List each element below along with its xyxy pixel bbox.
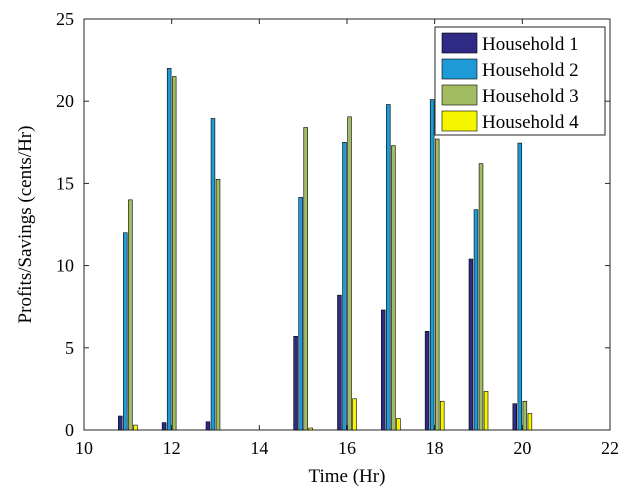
bar-household-4-t16	[352, 398, 357, 431]
x-tick-label: 10	[75, 438, 93, 458]
bar-household-4-t15	[308, 427, 313, 431]
y-tick-label: 0	[65, 420, 74, 440]
bar-household-2-t13	[210, 118, 216, 431]
bar-household-3-t19	[478, 163, 484, 431]
bar-household-2-t15	[298, 197, 303, 431]
y-tick-label: 5	[65, 338, 74, 358]
bar-household-3-t16	[347, 116, 352, 431]
legend-swatch-household-4	[441, 110, 478, 132]
bar-household-2-t19	[473, 209, 479, 431]
bar-household-3-t17	[391, 145, 396, 431]
bar-household-1-t11	[118, 415, 123, 431]
y-axis-label: Profits/Savings (cents/Hr)	[15, 126, 36, 324]
bar-household-1-t16	[337, 294, 342, 431]
y-tick-label: 15	[56, 173, 74, 193]
y-tick-label: 20	[56, 91, 74, 111]
x-axis-label: Time (Hr)	[309, 466, 386, 487]
bar-household-4-t17	[396, 418, 401, 431]
bar-household-1-t17	[381, 309, 386, 431]
y-tick-label: 10	[56, 256, 74, 276]
x-tick-label: 18	[426, 438, 444, 458]
x-tick-label: 16	[338, 438, 356, 458]
legend-label-household-4: Household 4	[482, 112, 579, 133]
bar-household-1-t12	[161, 422, 167, 431]
bar-household-3-t12	[171, 76, 177, 431]
legend-label-household-1: Household 1	[482, 34, 579, 55]
bar-household-3-t15	[303, 127, 308, 431]
bar-household-1-t20	[512, 403, 518, 431]
bar-household-3-t18	[434, 138, 440, 431]
bar-household-4-t20	[527, 413, 533, 431]
bar-household-2-t18	[429, 99, 435, 431]
x-tick-label: 12	[163, 438, 181, 458]
bar-household-1-t15	[293, 335, 298, 431]
bar-household-2-t17	[386, 104, 391, 431]
bar-household-2-t11	[123, 232, 128, 431]
legend: Household 1 Household 2 Household 3 Househo…	[434, 26, 606, 136]
bar-household-4-t19	[483, 391, 489, 431]
bar-household-2-t20	[517, 142, 523, 431]
bar-household-4-t18	[439, 400, 445, 431]
legend-label-household-3: Household 3	[482, 86, 579, 107]
bar-household-3-t13	[215, 178, 221, 431]
bar-household-2-t16	[342, 142, 347, 431]
bar-household-3-t11	[128, 199, 133, 431]
y-tick-label: 25	[56, 9, 74, 29]
bar-household-2-t12	[166, 68, 172, 431]
bar-household-1-t18	[424, 331, 430, 431]
x-tick-label: 14	[250, 438, 268, 458]
bar-household-3-t20	[522, 400, 528, 431]
bar-household-4-t11	[133, 424, 138, 431]
legend-swatch-household-2	[441, 58, 478, 80]
legend-swatch-household-3	[441, 84, 478, 106]
x-tick-label: 22	[601, 438, 619, 458]
bars-layer	[118, 68, 533, 431]
x-tick-label: 20	[513, 438, 531, 458]
legend-label-household-2: Household 2	[482, 60, 579, 81]
bar-household-1-t19	[468, 258, 474, 431]
legend-swatch-household-1	[441, 32, 478, 54]
axis-layer: 10 12 14 16 18 20 22 0 5 10 15 20 25	[56, 9, 619, 458]
bar-household-1-t13	[205, 421, 211, 431]
